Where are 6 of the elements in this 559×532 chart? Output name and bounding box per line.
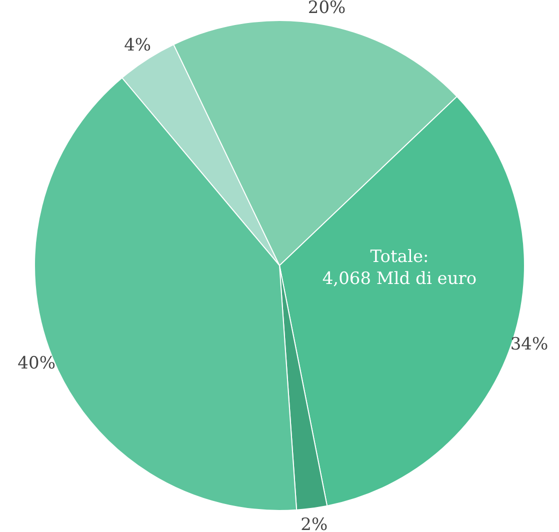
data-label: 34% xyxy=(510,334,548,355)
text: Totale: 4,068 Mld di euro xyxy=(322,247,477,289)
data-label: 4% xyxy=(124,35,152,56)
data-label: 2% xyxy=(300,515,328,532)
data-label: 40% xyxy=(18,354,56,374)
data-label: 20% xyxy=(308,0,346,18)
